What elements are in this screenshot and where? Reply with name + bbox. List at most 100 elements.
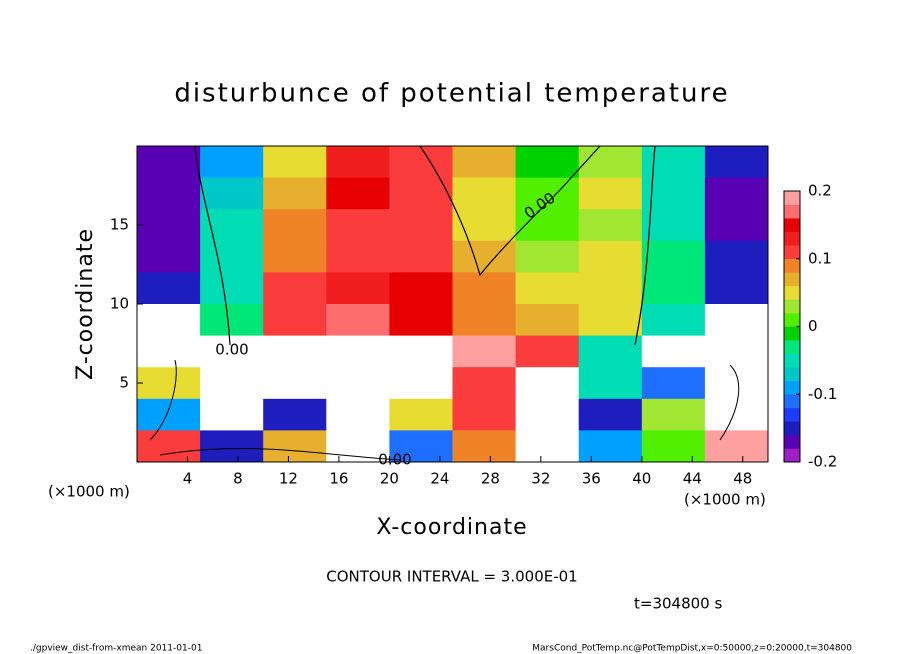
x-tick-label: 28 [481, 470, 500, 488]
cell [452, 209, 517, 242]
cell [641, 430, 706, 463]
cell [200, 240, 264, 273]
colorbar-swatch [784, 258, 800, 273]
cell [263, 398, 327, 431]
x-tick-label: 20 [380, 470, 399, 488]
cell [704, 146, 769, 179]
cell [326, 430, 390, 463]
cell [137, 272, 201, 305]
cell [515, 304, 580, 337]
cell [641, 146, 706, 179]
cell [452, 272, 517, 305]
cell [515, 209, 580, 242]
contour-label: 0.00 [378, 451, 411, 469]
cell [578, 146, 643, 179]
x-tick-label: 32 [531, 470, 550, 488]
cell [515, 430, 580, 463]
cell [515, 398, 580, 431]
colorbar-tick-label: -0.1 [808, 385, 837, 403]
colorbar-swatch [784, 434, 800, 449]
cell [326, 146, 390, 179]
colorbar-tick-label: -0.2 [808, 453, 837, 471]
x-tick-label: 16 [329, 470, 348, 488]
cell [578, 367, 643, 400]
cell [515, 177, 580, 210]
cell [704, 272, 769, 305]
colorbar-swatch [784, 421, 800, 436]
cell [263, 272, 327, 305]
cell [578, 398, 643, 431]
cell [137, 398, 201, 431]
cell [263, 304, 327, 337]
cell [389, 367, 453, 400]
cell [137, 367, 201, 400]
cell [578, 177, 643, 210]
colorbar-swatch [784, 245, 800, 260]
colorbar-swatch [784, 191, 800, 205]
footer-left: ./gpview_dist-from-xmean 2011-01-01 [30, 644, 202, 654]
cell [200, 430, 264, 463]
footer-right: MarsCond_PotTemp.nc@PotTempDist,x=0:5000… [532, 644, 852, 654]
cell [200, 177, 264, 210]
contour-interval: CONTOUR INTERVAL = 3.000E-01 [326, 568, 577, 586]
colorbar-swatch [784, 353, 800, 368]
cell [704, 177, 769, 210]
cell [704, 209, 769, 242]
cell [641, 209, 706, 242]
chart-title: disturbunce of potential temperature [174, 79, 729, 109]
colorbar-swatch [784, 394, 800, 409]
cell [389, 240, 453, 273]
contour-line [149, 359, 740, 461]
cell [263, 240, 327, 273]
cell [326, 398, 390, 431]
cell [578, 209, 643, 242]
time-label: t=304800 s [634, 595, 722, 613]
colorbar-swatch [784, 285, 800, 300]
colorbar-swatch [784, 367, 800, 381]
cell [452, 367, 517, 400]
cell [137, 240, 201, 273]
cell [326, 272, 390, 305]
colorbar-swatch [784, 218, 800, 232]
cell [452, 335, 517, 368]
cell [137, 304, 201, 337]
cell [200, 335, 264, 368]
cell [389, 398, 453, 431]
cell [452, 146, 517, 179]
x-axis-label: X-coordinate [376, 515, 527, 540]
colorbar-swatch [784, 231, 800, 246]
colorbar-swatch [784, 407, 800, 422]
y-unit: (×1000 m) [48, 483, 130, 501]
cell [263, 209, 327, 242]
cell [641, 304, 706, 337]
x-tick-label: 36 [582, 470, 601, 488]
cell [452, 398, 517, 431]
cell [578, 272, 643, 305]
x-tick-label: 48 [733, 470, 752, 488]
y-tick-label: 10 [110, 295, 129, 313]
cell [578, 240, 643, 273]
cell [704, 367, 769, 400]
cell [326, 209, 390, 242]
cell [515, 272, 580, 305]
cell [515, 367, 580, 400]
colorbar-swatch [784, 380, 800, 395]
x-unit: (×1000 m) [684, 491, 766, 509]
cell [389, 335, 453, 368]
colorbar-swatch [784, 299, 800, 314]
cell [263, 430, 327, 463]
cell [452, 304, 517, 337]
colorbar-tick-label: 0.1 [808, 249, 832, 267]
cell [578, 304, 643, 337]
cell [452, 430, 517, 463]
cell [263, 146, 327, 179]
cell [263, 177, 327, 210]
cell [641, 367, 706, 400]
x-tick-label: 40 [632, 470, 651, 488]
cell [200, 209, 264, 242]
contour-line [194, 145, 656, 346]
cell [389, 209, 453, 242]
cell [263, 335, 327, 368]
y-tick-label: 5 [119, 374, 129, 392]
